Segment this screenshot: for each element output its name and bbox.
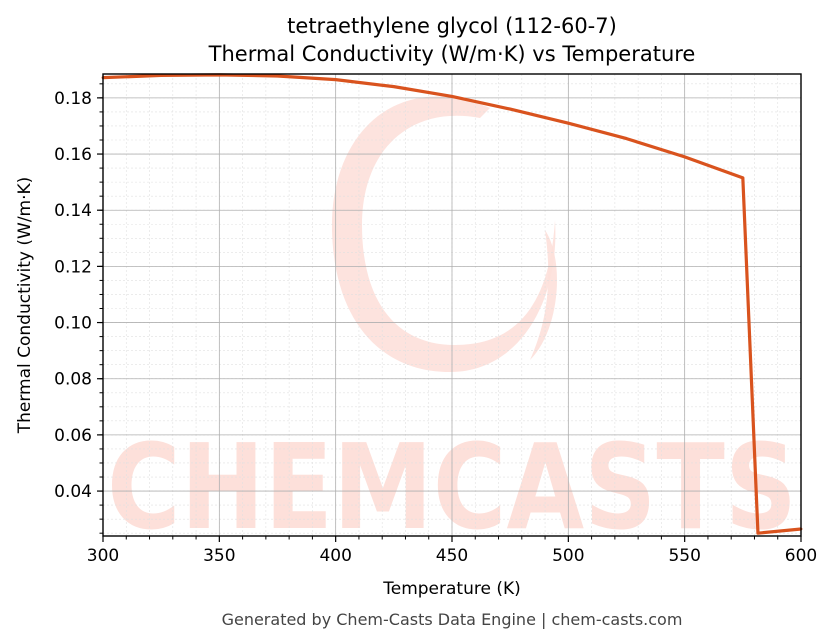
- y-tick-label: 0.08: [54, 370, 92, 390]
- watermark-swirl-tail: [530, 230, 557, 360]
- x-tick-label: 350: [203, 546, 235, 566]
- chart-subtitle: Thermal Conductivity (W/m·K) vs Temperat…: [208, 42, 696, 66]
- y-tick-label: 0.12: [54, 257, 92, 277]
- data-point: [159, 74, 163, 77]
- x-tick-label: 500: [552, 546, 584, 566]
- data-point: [741, 176, 745, 180]
- data-point: [566, 121, 570, 125]
- x-tick-label: 600: [785, 546, 817, 566]
- y-tick-label: 0.14: [54, 201, 92, 221]
- data-point: [334, 78, 338, 82]
- x-tick-label: 300: [87, 546, 119, 566]
- y-tick-label: 0.16: [54, 145, 92, 165]
- data-point: [625, 137, 628, 140]
- x-tick-label: 550: [668, 546, 700, 566]
- x-tick-label: 400: [319, 546, 351, 566]
- data-point: [450, 95, 454, 98]
- grid-major: [102, 74, 802, 536]
- data-point: [756, 531, 760, 535]
- y-tick-label: 0.18: [54, 89, 92, 109]
- data-point: [508, 107, 512, 111]
- data-point: [683, 155, 687, 159]
- y-tick-label: 0.06: [54, 426, 92, 446]
- footer-credit: Generated by Chem-Casts Data Engine | ch…: [222, 610, 683, 629]
- x-tick-label: 450: [436, 546, 468, 566]
- axis-ticks: 300 350 400 450 500 550 600 0.04 0.06 0.08 0.10 0.1…: [54, 83, 817, 566]
- y-tick-label: 0.04: [54, 482, 92, 502]
- x-axis-label: Temperature (K): [382, 579, 521, 599]
- series-line: [102, 73, 802, 535]
- y-tick-label: 0.10: [54, 314, 92, 334]
- data-point: [392, 85, 396, 89]
- y-axis-label: Thermal Conductivity (W/m·K): [15, 177, 35, 435]
- data-point: [276, 74, 279, 78]
- chart-title: tetraethylene glycol (112-60-7): [287, 14, 617, 38]
